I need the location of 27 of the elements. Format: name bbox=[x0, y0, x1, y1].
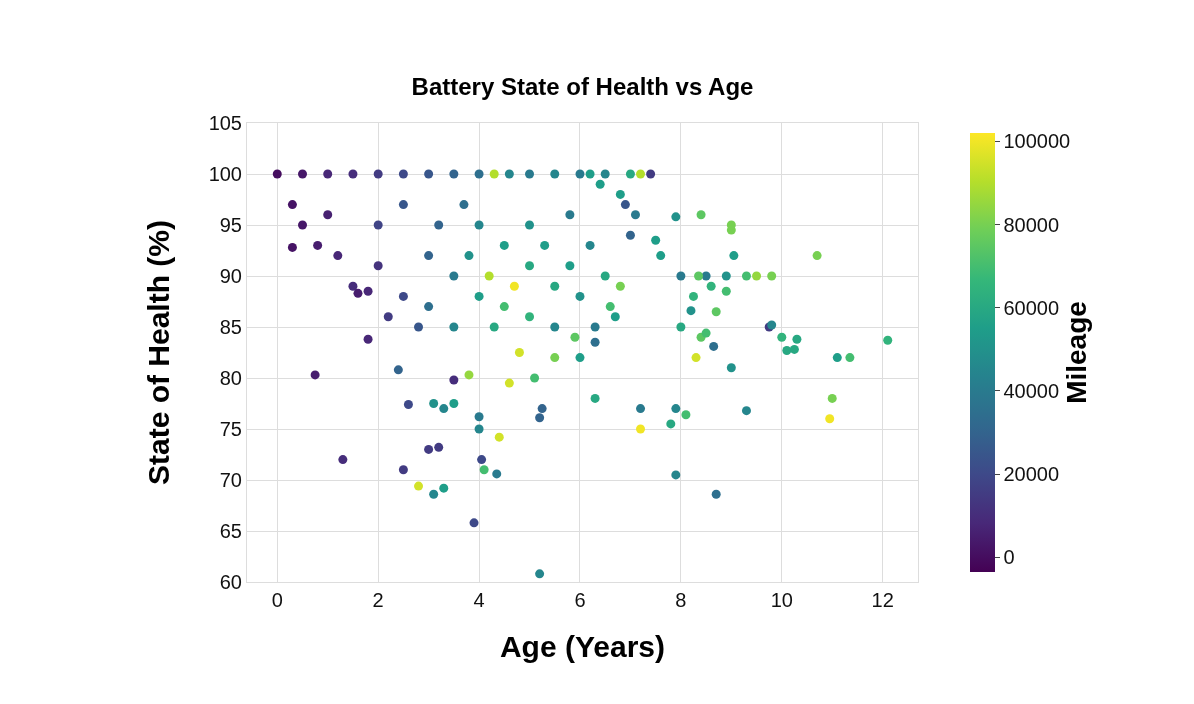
y-tick-label: 105 bbox=[208, 112, 242, 134]
y-tick-label: 95 bbox=[219, 214, 242, 236]
color-bar-label: 20000 bbox=[1003, 463, 1060, 486]
y-tick-label: 70 bbox=[219, 469, 242, 491]
x-tick-label: 12 bbox=[871, 589, 894, 611]
x-tick-label: 8 bbox=[675, 589, 687, 611]
x-tick-label: 0 bbox=[271, 589, 283, 611]
y-tick-label: 85 bbox=[219, 316, 242, 338]
y-tick-label: 60 bbox=[219, 571, 242, 593]
color-bar-title: Mileage bbox=[1061, 301, 1093, 404]
x-axis-title: Age (Years) bbox=[499, 629, 666, 663]
x-tick-label: 2 bbox=[372, 589, 384, 611]
x-tick-label: 6 bbox=[574, 589, 586, 611]
color-bar-label: 0 bbox=[1003, 546, 1015, 569]
y-axis-title: State of Health (%) bbox=[141, 219, 175, 486]
y-tick-label: 75 bbox=[219, 418, 242, 440]
chart-title: Battery State of Health vs Age bbox=[411, 73, 754, 101]
color-bar-label: 60000 bbox=[1003, 296, 1060, 319]
color-bar-label: 100000 bbox=[1003, 130, 1071, 153]
color-bar-label: 40000 bbox=[1003, 379, 1060, 402]
y-tick-label: 90 bbox=[219, 265, 242, 287]
y-tick-label: 65 bbox=[219, 520, 242, 542]
y-tick-label: 100 bbox=[208, 163, 242, 185]
x-tick-label: 10 bbox=[770, 589, 793, 611]
x-tick-label: 4 bbox=[473, 589, 485, 611]
color-bar-label: 80000 bbox=[1003, 213, 1060, 236]
y-tick-label: 80 bbox=[219, 367, 242, 389]
